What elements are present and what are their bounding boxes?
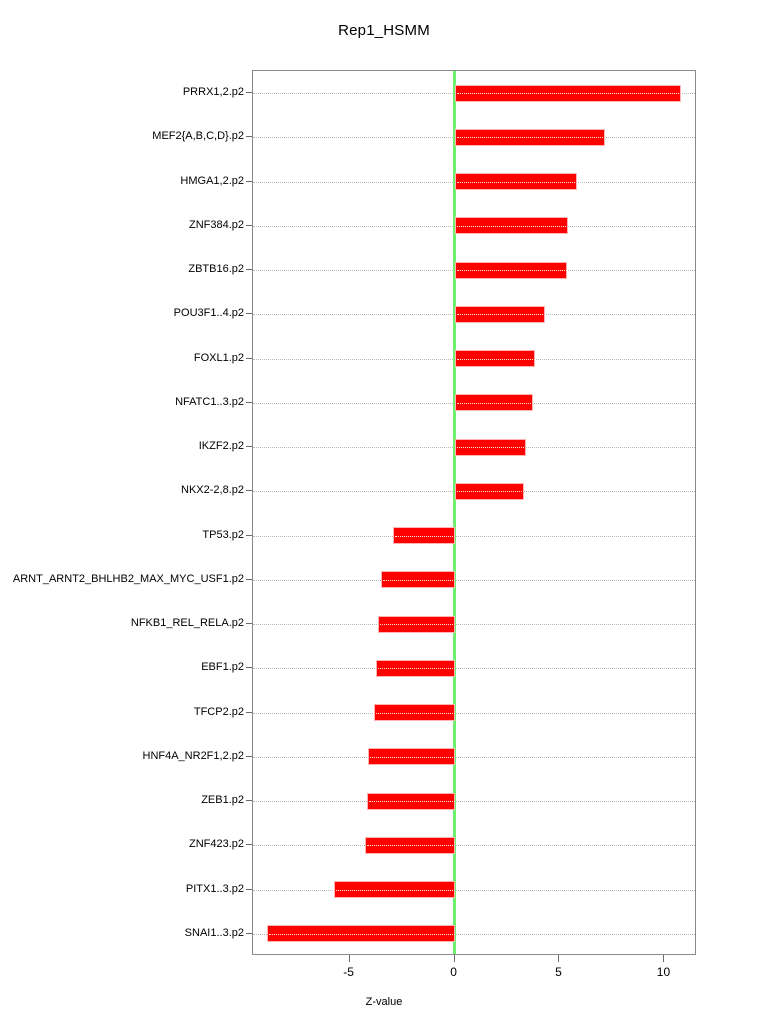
gridline [253,933,695,935]
y-axis-label: NFKB1_REL_RELA.p2 [130,617,244,630]
y-axis-tick [246,844,252,846]
bar[interactable] [454,173,578,191]
x-axis-title: Z-value [365,996,403,1008]
y-axis-tick [246,401,252,403]
gridline [253,801,695,803]
y-axis-label: PITX1..3.p2 [185,882,244,895]
y-axis-tick [246,224,252,226]
y-axis-tick [246,534,252,536]
gridline [253,712,695,714]
bar[interactable] [454,350,536,368]
x-axis-tick-label: -5 [343,965,354,979]
bar[interactable] [454,305,545,323]
y-axis-label: FOXL1.p2 [193,351,244,364]
y-axis-tick [246,800,252,802]
y-axis-label: EBF1.p2 [201,661,244,674]
y-axis-tick [246,269,252,271]
bar[interactable] [392,527,455,545]
y-axis-tick [246,711,252,713]
gridline [253,889,695,891]
bar[interactable] [454,84,682,102]
gridline [253,756,695,758]
bar[interactable] [377,615,455,633]
y-axis-label: POU3F1..4.p2 [173,307,244,320]
y-axis-label: NFATC1..3.p2 [175,395,244,408]
bar[interactable] [381,571,455,589]
bar[interactable] [454,128,605,146]
x-axis-tick-label: 0 [450,965,457,979]
y-axis-label: TP53.p2 [202,528,244,541]
y-axis-label: TFCP2.p2 [193,705,244,718]
y-axis-tick [246,755,252,757]
bar[interactable] [454,394,534,412]
y-axis-label: ZNF384.p2 [188,218,244,231]
zero-reference-line [453,71,457,954]
bar[interactable] [368,748,455,766]
y-axis-label: ZNF423.p2 [188,838,244,851]
y-axis-label: ZBTB16.p2 [188,263,244,276]
x-axis-tick [558,955,560,962]
bar[interactable] [365,836,455,854]
x-axis-tick [453,955,455,962]
bar[interactable] [454,438,526,456]
bar[interactable] [454,217,568,235]
bar[interactable] [454,261,567,279]
y-axis-label: IKZF2.p2 [198,440,244,453]
x-axis-tick-label: 5 [555,965,562,979]
gridline [253,624,695,626]
y-axis-tick [246,490,252,492]
chart-title: Rep1_HSMM [338,22,430,39]
y-axis-label: NKX2-2,8.p2 [181,484,244,497]
bar[interactable] [367,792,455,810]
y-axis-tick [246,136,252,138]
y-axis-label: SNAI1..3.p2 [184,926,244,939]
y-axis-tick [246,888,252,890]
y-axis-label: ARNT_ARNT2_BHLHB2_MAX_MYC_USF1.p2 [12,572,244,585]
y-axis-tick [246,446,252,448]
bar[interactable] [333,881,455,899]
y-axis-tick [246,357,252,359]
y-axis-tick [246,578,252,580]
plot-inner [253,71,695,954]
y-axis-label: MEF2{A,B,C,D}.p2 [152,130,244,143]
plot-panel [252,70,696,955]
y-axis-tick [246,667,252,669]
bar[interactable] [375,659,455,677]
x-axis-tick-label: 10 [656,965,671,979]
y-axis-label: HMGA1,2.p2 [180,174,244,187]
gridline [253,579,695,581]
y-axis-tick [246,92,252,94]
x-axis-tick [348,955,350,962]
y-axis-tick [246,932,252,934]
y-axis-tick [246,180,252,182]
y-axis-tick [246,623,252,625]
gridline [253,535,695,537]
bar[interactable] [373,704,455,722]
y-axis-label: PRRX1,2.p2 [182,86,244,99]
x-axis-tick [663,955,665,962]
bar[interactable] [266,925,455,943]
y-axis-label: ZEB1.p2 [201,794,244,807]
bar[interactable] [454,482,524,500]
y-axis-label: HNF4A_NR2F1,2.p2 [142,749,245,762]
gridline [253,845,695,847]
gridline [253,668,695,670]
y-axis-tick [246,313,252,315]
